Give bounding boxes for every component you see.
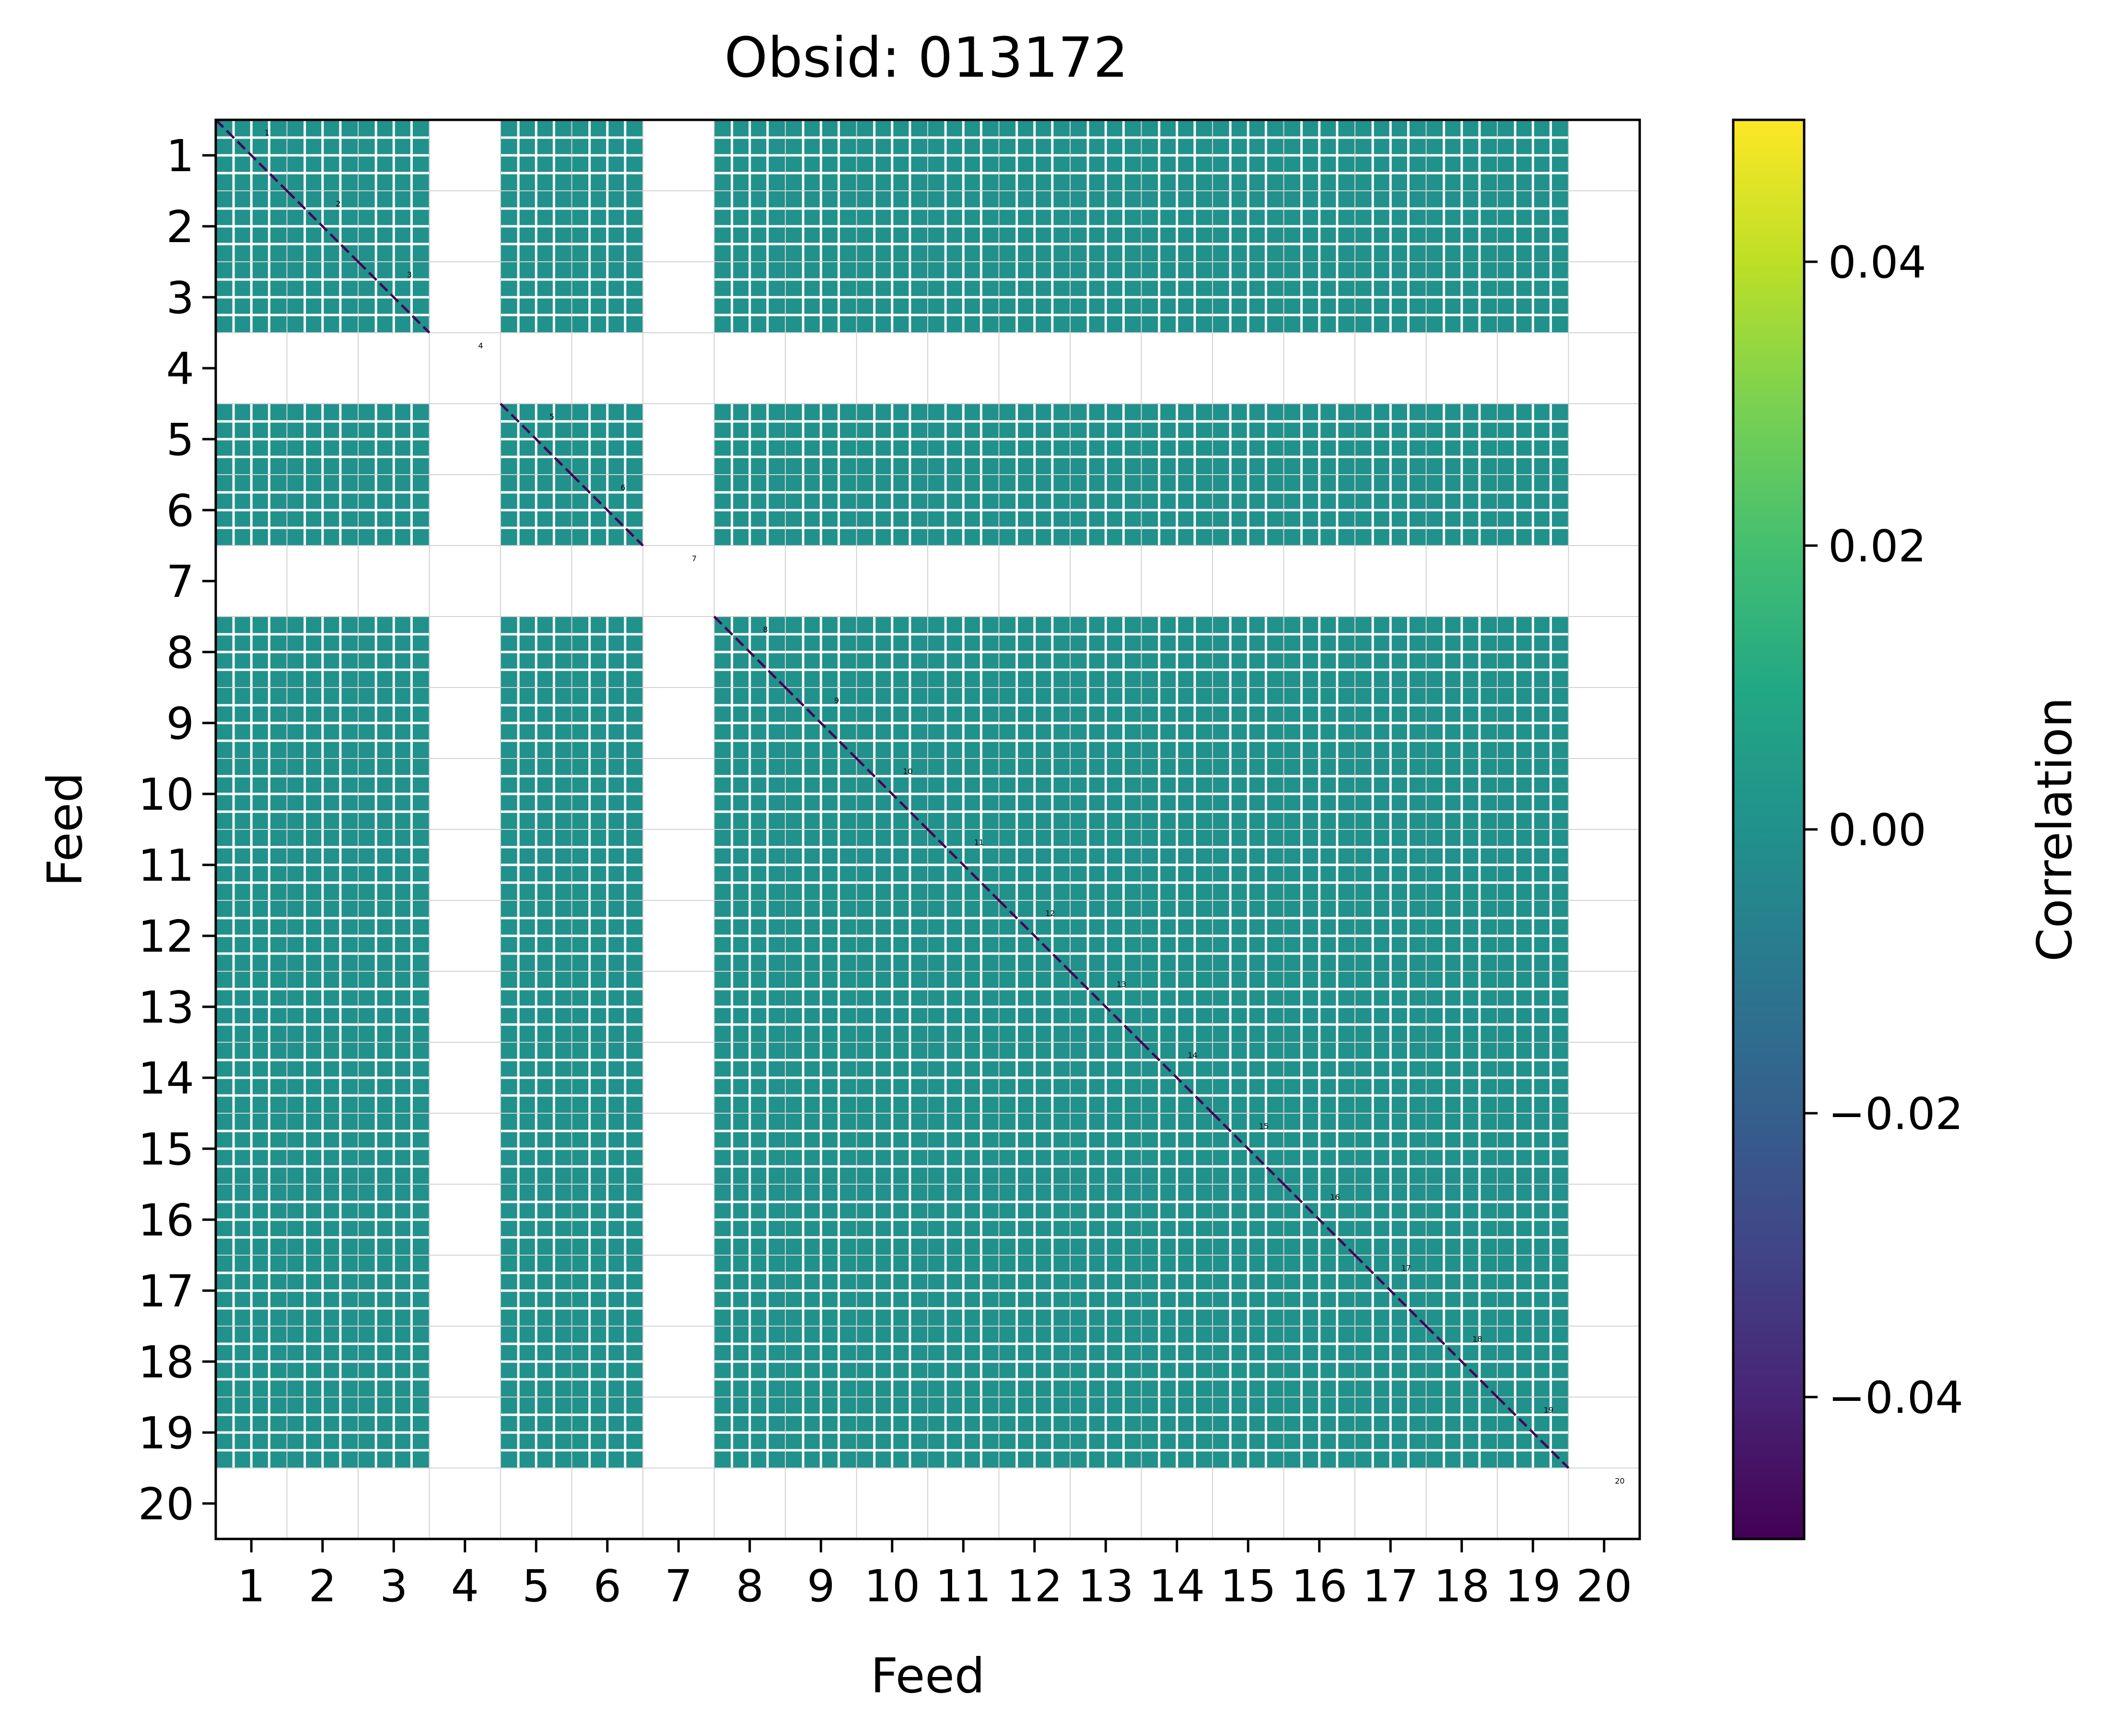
feed-annotation: 16 xyxy=(1330,1193,1340,1202)
diagonal-segment xyxy=(215,119,288,192)
feed-annotation: 3 xyxy=(407,270,412,280)
y-tick-label: 16 xyxy=(138,1195,194,1246)
feed-annotation: 1 xyxy=(265,128,269,138)
y-tick-label: 4 xyxy=(166,343,194,395)
colorbar-ticks: 0.04 0.02 0.00 −0.02 −0.04 xyxy=(1804,237,1963,1423)
diagonal-segment xyxy=(784,687,858,759)
y-tick-label: 8 xyxy=(166,627,194,678)
diagonal-segment xyxy=(357,261,431,334)
x-tick-label: 1 xyxy=(237,1561,266,1612)
feed-annotation: 12 xyxy=(1045,909,1055,918)
colorbar-tick-label: 0.04 xyxy=(1828,237,1926,288)
diagonal-segment xyxy=(855,757,929,830)
diagonal-segment xyxy=(713,616,786,688)
feed-annotation: 19 xyxy=(1544,1406,1553,1415)
x-tick-label: 19 xyxy=(1505,1561,1561,1612)
x-tick-label: 6 xyxy=(593,1561,621,1612)
colorbar-tick-label: 0.02 xyxy=(1828,521,1926,572)
feed-annotation: 18 xyxy=(1472,1335,1482,1344)
plot-frame xyxy=(214,118,1641,1540)
diagonal-segment xyxy=(571,474,644,547)
y-tick-label: 6 xyxy=(166,485,194,536)
y-tick-label: 5 xyxy=(166,414,194,466)
diagonal-segment xyxy=(286,190,359,263)
feed-annotation: 7 xyxy=(692,554,697,563)
feed-annotation: 11 xyxy=(974,838,984,847)
diagonal-segment xyxy=(1283,1183,1356,1256)
feed-annotation: 5 xyxy=(549,412,554,421)
feed-annotation: 10 xyxy=(903,767,912,776)
colorbar-tick-label: 0.00 xyxy=(1828,804,1926,856)
y-tick-label: 1 xyxy=(166,130,194,182)
feed-annotation: 13 xyxy=(1117,980,1126,989)
x-tick-label: 9 xyxy=(807,1561,835,1612)
y-tick-label: 12 xyxy=(138,911,194,962)
x-tick-label: 8 xyxy=(735,1561,764,1612)
diagonal-segment xyxy=(1212,1112,1285,1185)
colorbar-label: Correlation xyxy=(2027,697,2083,961)
colorbar-tick-label: −0.04 xyxy=(1828,1372,1963,1423)
x-tick-label: 10 xyxy=(864,1561,920,1612)
feed-annotation: 15 xyxy=(1259,1122,1269,1131)
y-axis-label: Feed xyxy=(37,772,93,887)
diagonal-segment xyxy=(927,828,1000,901)
x-tick-label: 7 xyxy=(665,1561,693,1612)
y-tick-label: 13 xyxy=(138,982,194,1033)
x-axis: 1 2 3 4 5 6 7 8 9 10 11 12 13 14 15 16 17 18 19 20 xyxy=(237,1539,1632,1612)
x-tick-label: 15 xyxy=(1220,1561,1276,1612)
colorbar xyxy=(1732,118,1806,1540)
feed-annotation: 9 xyxy=(834,696,839,705)
x-tick-label: 12 xyxy=(1006,1561,1062,1612)
y-tick-label: 19 xyxy=(138,1408,194,1459)
x-tick-label: 18 xyxy=(1434,1561,1490,1612)
diagonal-segment xyxy=(998,899,1071,972)
y-tick-label: 15 xyxy=(138,1124,194,1175)
chart-title: Obsid: 013172 xyxy=(724,26,1129,90)
y-tick-label: 10 xyxy=(138,769,194,820)
feed-annotation: 4 xyxy=(478,341,483,350)
y-tick-label: 9 xyxy=(166,698,194,749)
feed-annotation: 14 xyxy=(1188,1051,1197,1060)
feed-annotation: 20 xyxy=(1615,1477,1624,1486)
diagonal-segment xyxy=(1069,970,1143,1043)
colorbar-tick-label: −0.02 xyxy=(1828,1088,1963,1140)
diagonal-segment xyxy=(1354,1254,1427,1327)
x-tick-label: 17 xyxy=(1363,1561,1419,1612)
diagonal-segment xyxy=(1140,1041,1213,1114)
y-tick-label: 14 xyxy=(138,1053,194,1104)
feed-annotation: 17 xyxy=(1401,1264,1411,1273)
x-tick-label: 3 xyxy=(380,1561,408,1612)
y-tick-label: 17 xyxy=(138,1266,194,1317)
diagonal-segment xyxy=(1425,1325,1498,1398)
feed-annotation: 6 xyxy=(620,483,625,492)
y-tick-label: 20 xyxy=(138,1479,194,1530)
x-tick-label: 14 xyxy=(1149,1561,1205,1612)
x-tick-label: 20 xyxy=(1576,1561,1632,1612)
x-tick-label: 16 xyxy=(1291,1561,1347,1612)
y-tick-label: 7 xyxy=(166,556,194,607)
y-tick-label: 3 xyxy=(166,272,194,324)
y-tick-label: 11 xyxy=(138,840,194,891)
x-tick-label: 13 xyxy=(1078,1561,1134,1612)
diagonal-segment xyxy=(1496,1396,1570,1469)
feed-annotation: 2 xyxy=(336,199,340,209)
diagonal-segment xyxy=(500,403,573,476)
x-tick-label: 2 xyxy=(308,1561,337,1612)
x-axis-label: Feed xyxy=(871,1648,985,1704)
y-tick-label: 2 xyxy=(166,201,194,253)
x-tick-label: 5 xyxy=(522,1561,550,1612)
x-tick-label: 11 xyxy=(935,1561,991,1612)
feed-annotation: 8 xyxy=(763,625,768,634)
x-tick-label: 4 xyxy=(451,1561,479,1612)
y-tick-label: 18 xyxy=(138,1337,194,1388)
